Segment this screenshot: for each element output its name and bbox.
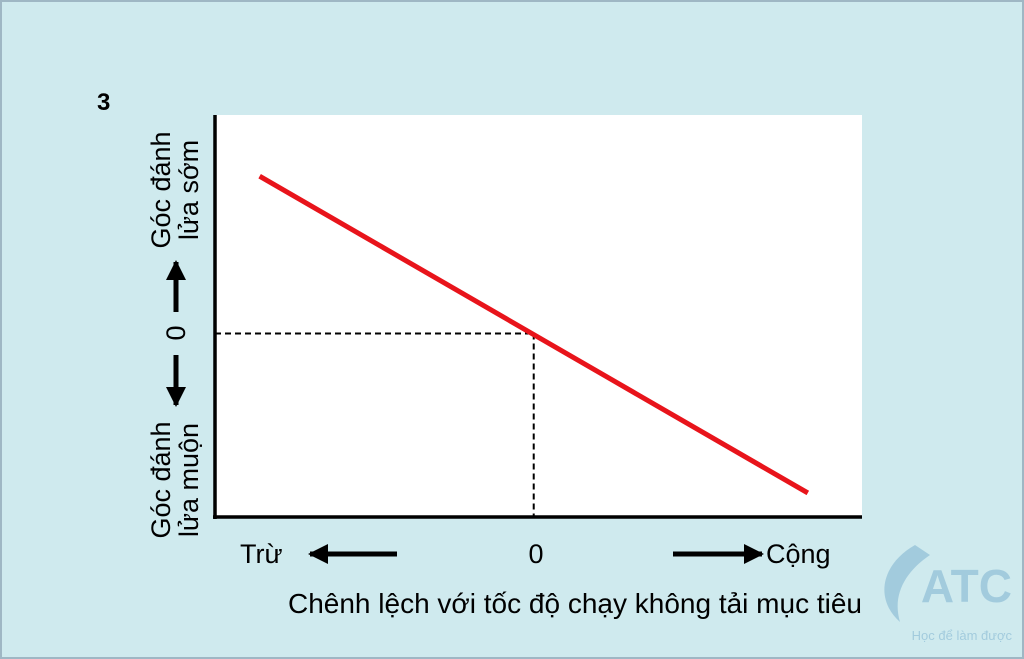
y-top-label-line1: Góc đánh <box>146 131 176 248</box>
y-bottom-label-line2: lửa muộn <box>174 423 204 537</box>
figure-number: 3 <box>97 89 110 116</box>
y-zero-label: 0 <box>161 325 191 340</box>
series-line-ignition-timing <box>258 174 810 496</box>
x-left-label: Trừ <box>240 539 283 569</box>
x-axis-title: Chênh lệch với tốc độ chạy không tải mục… <box>288 588 862 619</box>
x-right-label: Cộng <box>766 539 831 569</box>
y-top-label-line2: lửa sớm <box>174 140 204 240</box>
atc-watermark-logo: ATC Học để làm được <box>884 545 1012 643</box>
watermark-logo-text: ATC <box>921 560 1012 612</box>
watermark-slogan: Học để làm được <box>912 628 1013 643</box>
plot-area <box>215 115 862 517</box>
x-zero-label: 0 <box>528 539 543 569</box>
y-bottom-label-line1: Góc đánh <box>146 421 176 538</box>
